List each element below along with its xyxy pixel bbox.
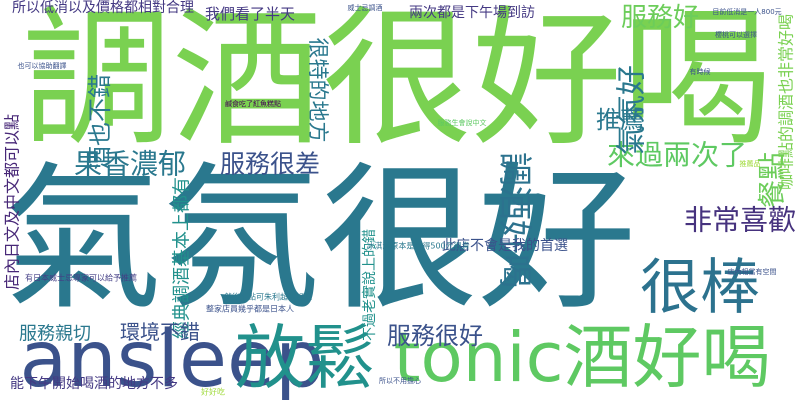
word: 店內相當有空間	[728, 267, 777, 276]
word: 經典調酒基本上都有	[172, 177, 193, 339]
word: 冰淇淋原本是覺得500元很貴	[366, 241, 469, 251]
word: 服務親切	[19, 324, 91, 345]
word: 也可以協助翻譯	[18, 61, 67, 70]
word: 環境不錯	[120, 320, 200, 344]
word: 酒也不錯	[86, 74, 114, 170]
word: 氣氛很好	[4, 148, 636, 332]
word: 咖啡點的調酒也非常好喝	[777, 14, 796, 190]
word: 此店不會是我的首選	[442, 238, 568, 254]
word: 好好吃	[201, 387, 225, 397]
word: 推薦品	[740, 159, 761, 168]
word: 非常喜歡	[684, 204, 796, 237]
word: 不過老實說上的錯	[361, 229, 378, 341]
word: 很棒	[640, 253, 760, 323]
word: 威士忌調酒	[348, 3, 383, 12]
word: 有時候	[690, 67, 711, 76]
word: 兩次都是下午場到訪	[409, 5, 535, 21]
word: 服務很好	[387, 322, 483, 350]
word: 目前低消是一人800元	[712, 7, 781, 16]
word: 我們看了半天	[205, 5, 295, 23]
word: 調酒很好喝	[22, 0, 772, 167]
word: 餐點	[756, 152, 789, 208]
word: 鹹食吃了紅魚糕點	[225, 99, 281, 108]
word: 很特的地方	[306, 38, 330, 143]
word: 服務很差	[220, 150, 320, 179]
word: 來過兩次了	[607, 139, 747, 172]
word: 所以不用擔心	[379, 376, 421, 385]
word: 服務好	[621, 3, 699, 33]
word: 推薦	[596, 106, 644, 134]
word: 能下午開始喝酒的地方不多	[10, 375, 178, 392]
word: 氣氛好	[615, 65, 650, 155]
word: tonic酒好喝	[393, 318, 770, 398]
word: 整家店員幾乎都是日本人	[206, 304, 294, 314]
word: 然後宿點可朱利超級好吃	[224, 292, 312, 302]
word: 店內日文及中文都可以點	[3, 114, 22, 290]
word: 有日本威士忌專家可以給予推薦	[25, 273, 137, 283]
word: 果香濃郁	[74, 148, 186, 181]
word: ansleep	[19, 315, 324, 400]
word: 所以低消以及價格都相對合理	[12, 0, 194, 16]
word: 放鬆	[235, 317, 375, 399]
word: 服務生會說中文	[438, 118, 487, 127]
word: 櫻桃可以選擇	[715, 30, 757, 39]
word: 調酒好喝	[494, 152, 534, 288]
